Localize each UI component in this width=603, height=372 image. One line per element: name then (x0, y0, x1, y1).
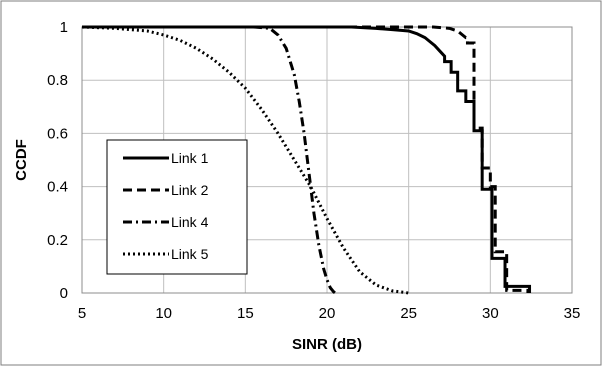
x-tick-label: 5 (78, 305, 86, 322)
x-tick-label: 10 (155, 305, 172, 322)
series-line-link-1 (82, 25, 532, 293)
x-tick-label: 30 (482, 305, 499, 322)
x-axis-title: SINR (dB) (292, 336, 362, 353)
y-tick-label: 0.6 (47, 125, 68, 142)
y-tick-label: 1 (60, 19, 68, 36)
y-tick-label: 0.2 (47, 232, 68, 249)
legend-label: Link 5 (171, 246, 209, 262)
y-tick-label: 0.4 (47, 179, 68, 196)
legend-label: Link 1 (171, 150, 209, 166)
legend-label: Link 4 (171, 214, 209, 230)
legend-label: Link 2 (171, 182, 209, 198)
x-tick-label: 20 (319, 305, 336, 322)
y-axis-title: CCDF (13, 139, 30, 181)
x-tick-label: 35 (564, 305, 581, 322)
legend (106, 139, 248, 275)
y-tick-label: 0.8 (47, 72, 68, 89)
series-line-link-4 (82, 25, 337, 295)
x-tick-label: 15 (237, 305, 254, 322)
x-tick-label: 25 (400, 305, 417, 322)
y-tick-label: 0 (60, 285, 68, 302)
